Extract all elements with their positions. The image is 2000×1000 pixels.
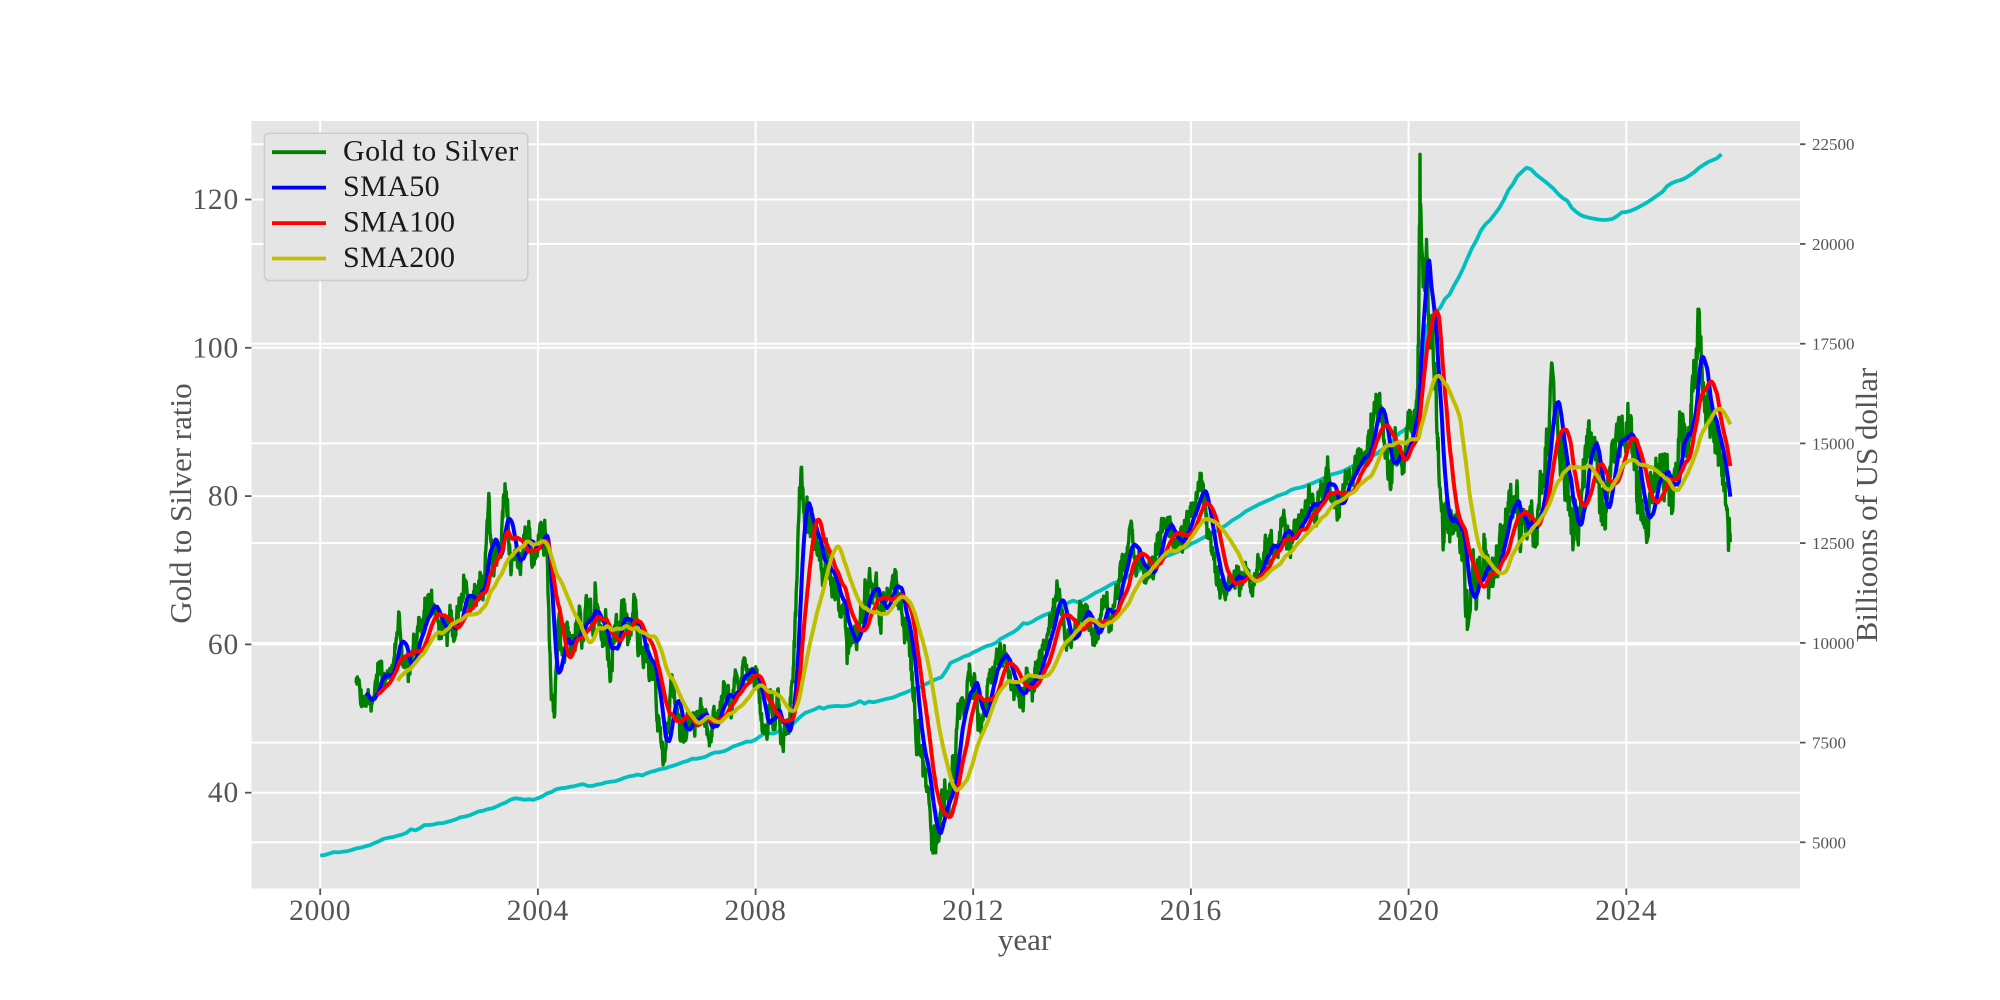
svg-text:2008: 2008 <box>724 895 786 927</box>
svg-text:40: 40 <box>208 777 239 809</box>
svg-text:2016: 2016 <box>1160 895 1222 927</box>
svg-text:120: 120 <box>192 184 239 216</box>
svg-text:2012: 2012 <box>942 895 1004 927</box>
svg-text:2020: 2020 <box>1377 895 1439 927</box>
svg-text:17500: 17500 <box>1812 335 1855 354</box>
svg-text:5000: 5000 <box>1812 833 1846 852</box>
svg-text:Gold to Silver ratio: Gold to Silver ratio <box>163 383 198 623</box>
svg-text:15000: 15000 <box>1812 434 1855 453</box>
svg-text:80: 80 <box>208 481 239 513</box>
svg-text:20000: 20000 <box>1812 235 1855 254</box>
svg-text:SMA200: SMA200 <box>343 241 455 274</box>
svg-text:2004: 2004 <box>507 895 569 927</box>
svg-text:7500: 7500 <box>1812 734 1846 753</box>
svg-text:SMA50: SMA50 <box>343 170 440 203</box>
svg-text:Billioons of US dollar: Billioons of US dollar <box>1849 367 1884 642</box>
svg-text:2000: 2000 <box>289 895 351 927</box>
svg-text:12500: 12500 <box>1812 534 1855 553</box>
svg-text:Gold to Silver: Gold to Silver <box>343 135 519 168</box>
svg-text:22500: 22500 <box>1812 135 1855 154</box>
svg-text:2024: 2024 <box>1595 895 1657 927</box>
svg-text:SMA100: SMA100 <box>343 205 455 238</box>
svg-text:60: 60 <box>208 629 239 661</box>
svg-text:10000: 10000 <box>1812 634 1855 653</box>
svg-text:100: 100 <box>192 332 239 364</box>
svg-text:year: year <box>998 922 1052 957</box>
